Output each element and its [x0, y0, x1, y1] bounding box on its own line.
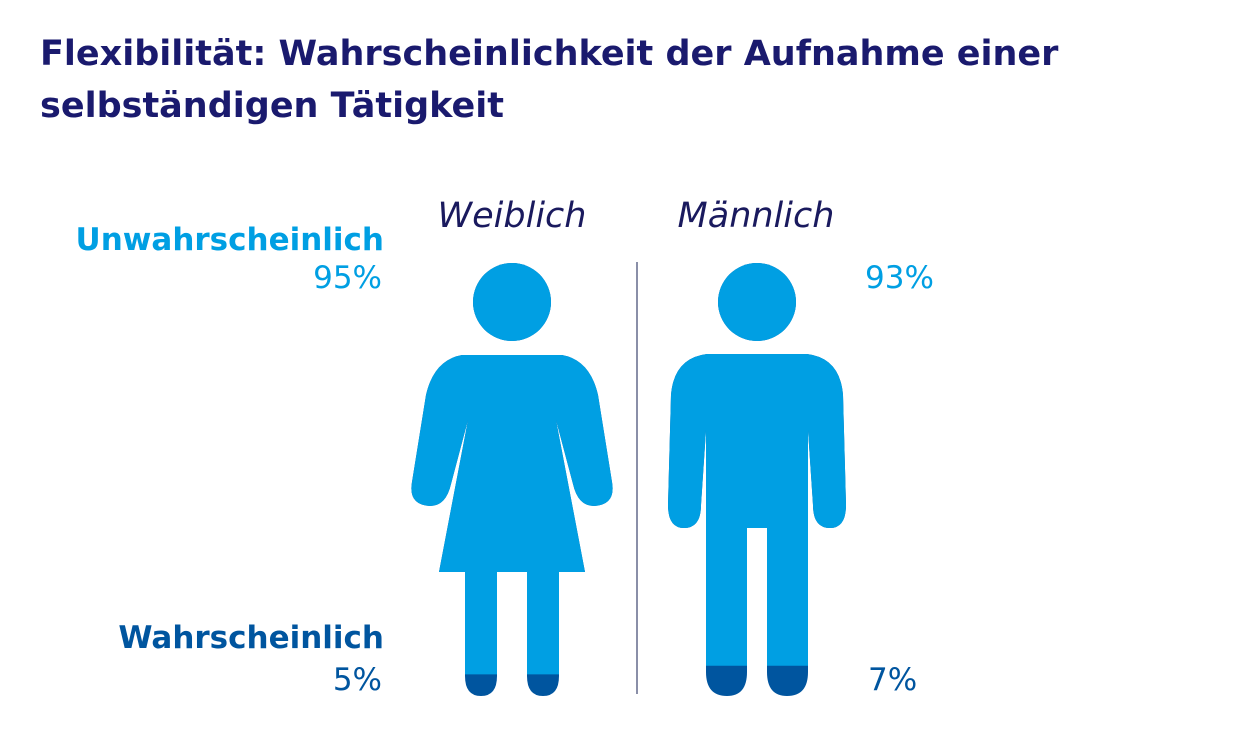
- legend-label-unlikely: Unwahrscheinlich: [75, 222, 384, 258]
- value-label-male-likely: 7%: [868, 662, 918, 698]
- male-icon: [668, 263, 846, 696]
- value-label-female-likely: 5%: [332, 662, 382, 698]
- value-label-female-unlikely: 95%: [313, 260, 382, 296]
- female-fill-unlikely: [411, 263, 613, 675]
- legend-label-likely: Wahrscheinlich: [118, 620, 384, 656]
- chart-title: Flexibilität: Wahrscheinlichkeit der Auf…: [40, 34, 1059, 126]
- gender-divider: [636, 262, 638, 694]
- male-fill-unlikely: [668, 263, 846, 666]
- category-label-female: Weiblich: [437, 196, 587, 236]
- female-icon: [411, 263, 613, 696]
- value-label-male-unlikely: 93%: [865, 260, 934, 296]
- category-label-male: Männlich: [677, 196, 835, 236]
